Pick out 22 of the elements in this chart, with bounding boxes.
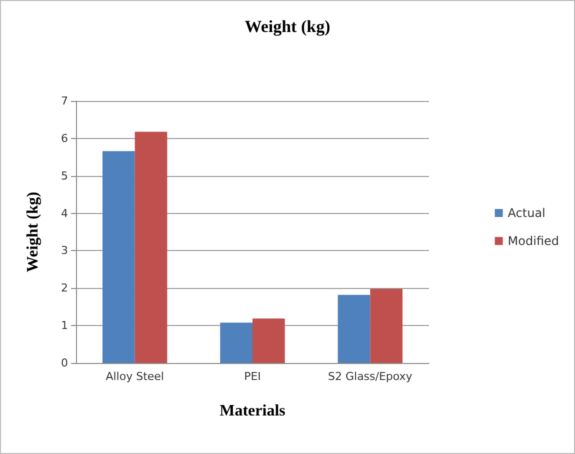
legend-label: Modified [508,234,560,248]
y-tick-label: 2 [61,282,68,295]
y-tick-label: 5 [61,169,68,182]
y-tick-label: 0 [61,356,68,370]
y-axis-title: Weight (kg) [24,192,42,272]
x-tick-label: S2 Glass/Epoxy [328,370,413,383]
y-tick-label: 6 [61,132,68,145]
y-tick-label: 1 [61,319,68,332]
bar [252,318,285,363]
legend-label: Actual [508,206,546,220]
x-tick-label: PEI [244,370,261,383]
chart-title: Weight (kg) [244,17,330,36]
bar [370,288,403,363]
bar [220,322,252,363]
y-tick-label: 7 [61,94,68,108]
y-tick-label: 4 [61,206,68,220]
bar [134,132,168,363]
x-axis-title: Materials [220,402,286,420]
y-tick-label: 3 [61,244,68,258]
bar [102,151,135,363]
bar [338,294,370,363]
x-tick-label: Alloy Steel [106,370,164,383]
